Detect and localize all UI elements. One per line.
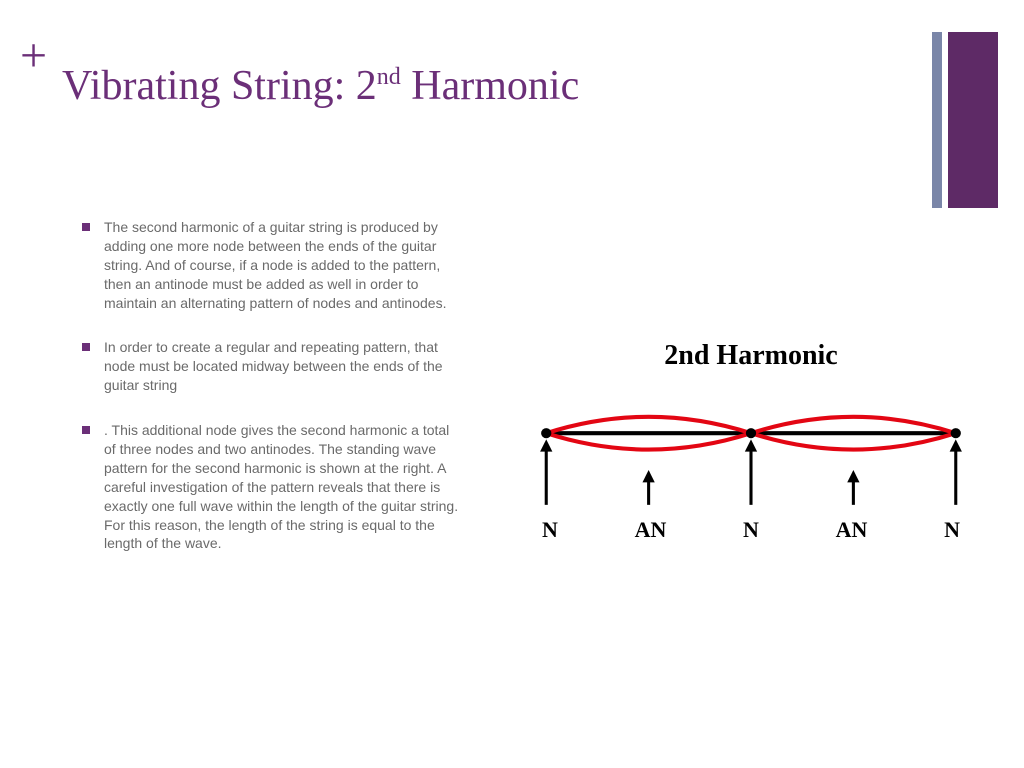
node-label: N (542, 517, 558, 543)
title-prefix: Vibrating String: 2 (62, 63, 377, 109)
harmonic-diagram: 2nd Harmonic (536, 340, 966, 570)
bullet-text: The second harmonic of a guitar string i… (104, 218, 462, 312)
node-label: N (743, 517, 759, 543)
title-suffix: Harmonic (401, 63, 579, 109)
title-superscript: nd (377, 64, 401, 90)
node-labels-row: N AN N AN N (536, 517, 966, 543)
bullet-item: The second harmonic of a guitar string i… (82, 218, 462, 312)
page-title: Vibrating String: 2nd Harmonic (62, 62, 579, 110)
arrow (950, 439, 962, 505)
node-dot (951, 428, 961, 438)
arrow (642, 470, 654, 505)
node-label: AN (836, 517, 868, 543)
plus-icon: + (20, 32, 47, 80)
arrow (745, 439, 757, 505)
bullet-text: In order to create a regular and repeati… (104, 338, 462, 395)
bullet-item: . This additional node gives the second … (82, 421, 462, 553)
node-dot (746, 428, 756, 438)
side-accent-bar-purple (948, 32, 998, 208)
bullet-list: The second harmonic of a guitar string i… (82, 218, 462, 579)
side-accent-bar-gray (932, 32, 942, 208)
arrow (540, 439, 552, 505)
bullet-marker-icon (82, 426, 90, 434)
node-label: AN (635, 517, 667, 543)
diagram-title: 2nd Harmonic (536, 340, 966, 372)
bullet-marker-icon (82, 343, 90, 351)
bullet-text: . This additional node gives the second … (104, 421, 462, 553)
node-dot (541, 428, 551, 438)
standing-wave-svg (536, 382, 966, 515)
bullet-item: In order to create a regular and repeati… (82, 338, 462, 395)
node-label: N (944, 517, 960, 543)
slide: + Vibrating String: 2nd Harmonic The sec… (0, 0, 1024, 768)
bullet-marker-icon (82, 223, 90, 231)
arrow (847, 470, 859, 505)
